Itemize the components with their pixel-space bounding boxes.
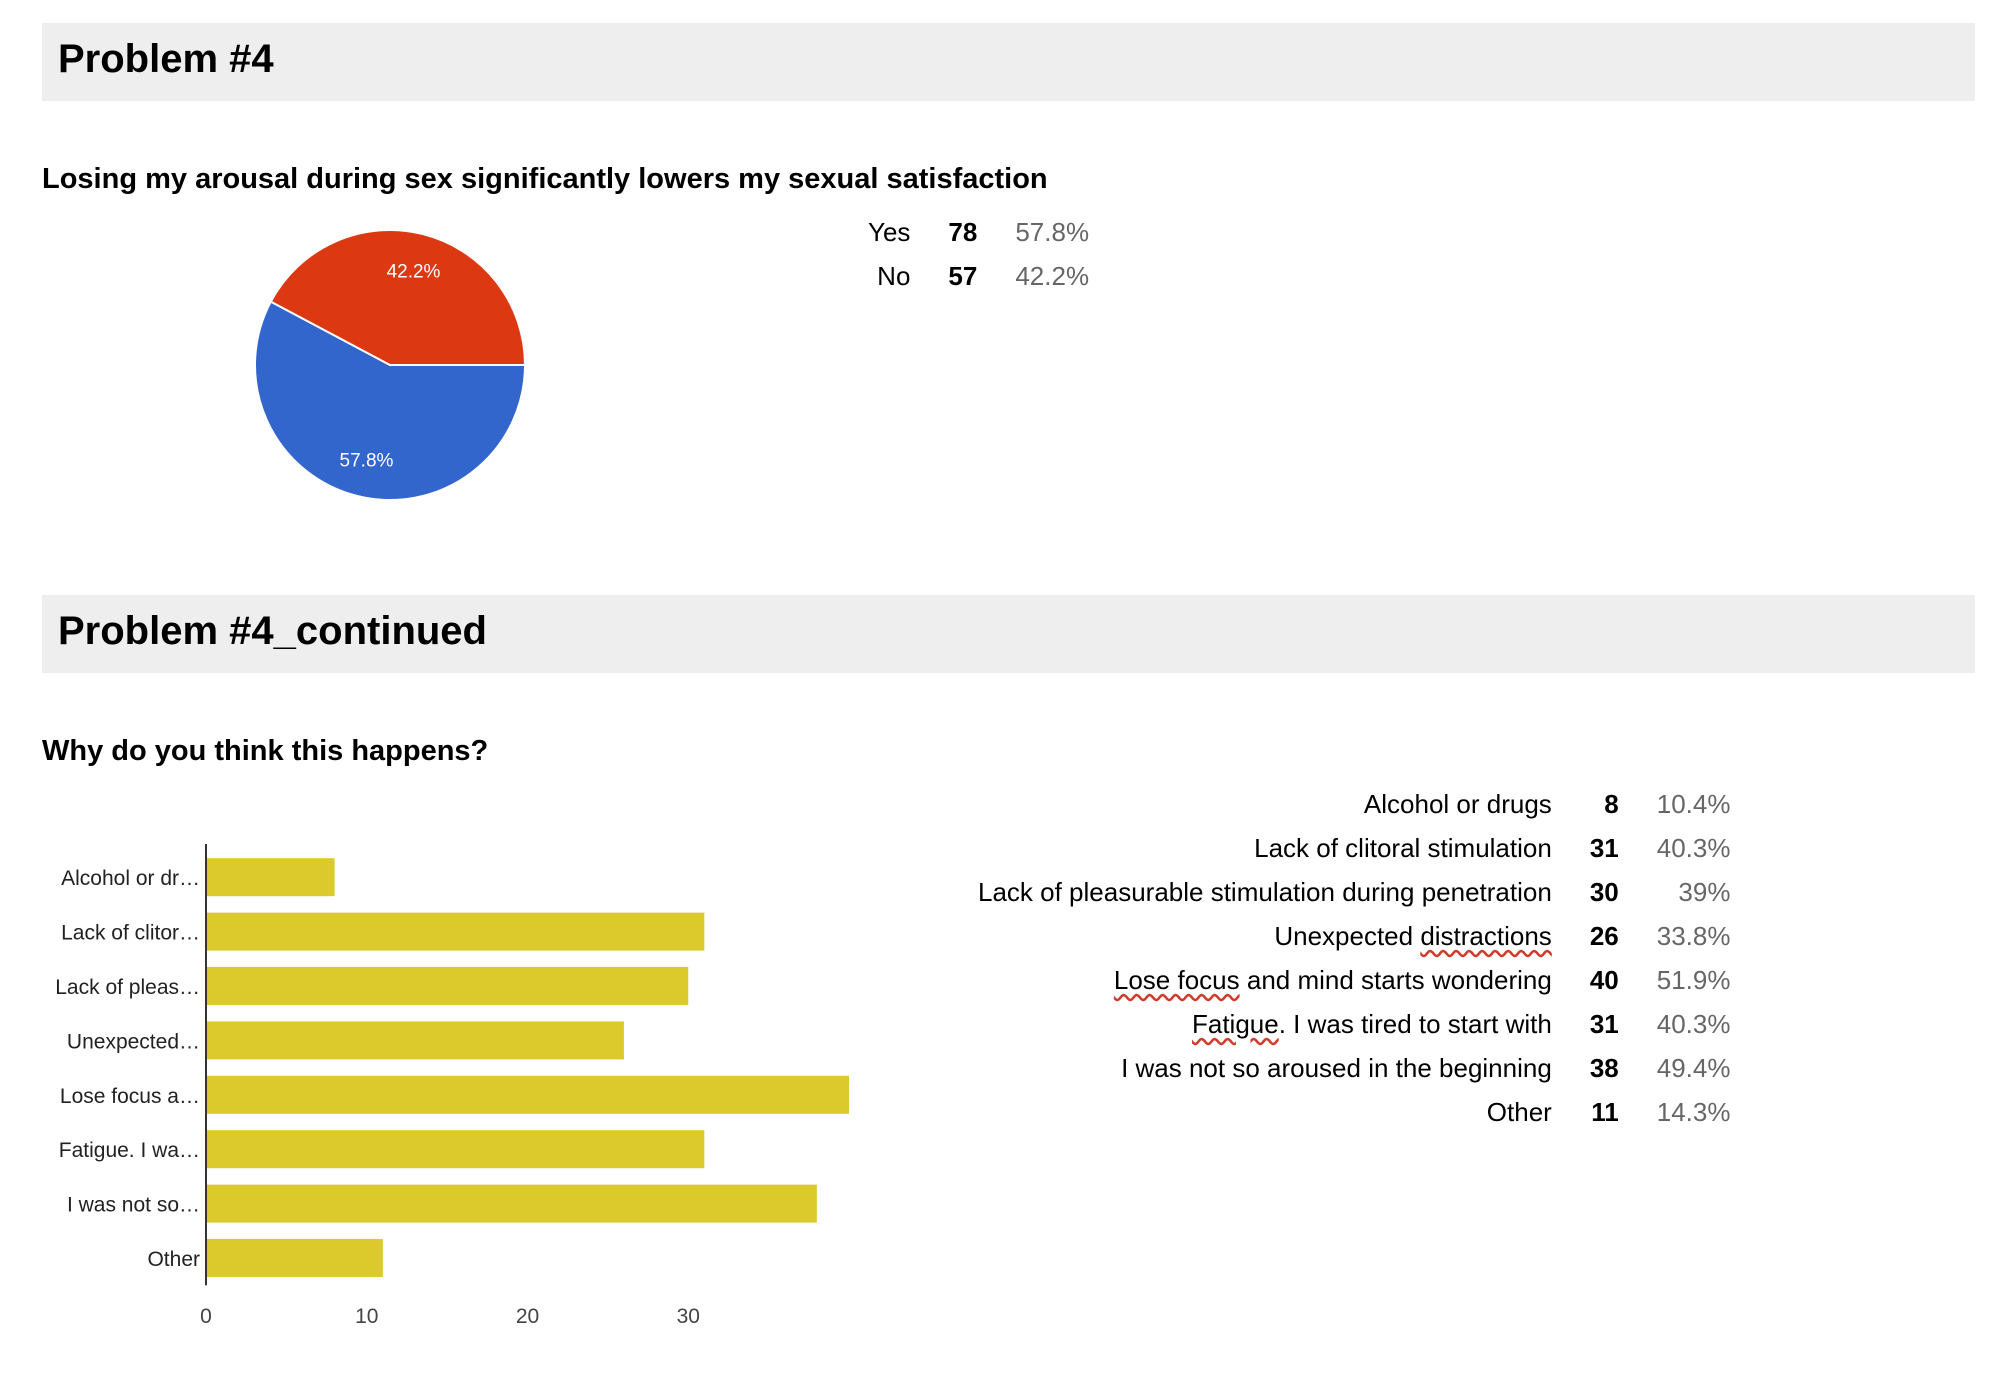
- summary-percent: 40.3%: [1656, 832, 1731, 863]
- summary-percent: 33.8%: [1656, 920, 1731, 951]
- summary-label: Lack of pleasurable stimulation during p…: [978, 876, 1552, 907]
- summary-percent: 39%: [1678, 876, 1731, 907]
- summary-label: Fatigue. I was tired to start with: [1191, 1008, 1552, 1039]
- summary-percent: 10.4%: [1656, 788, 1731, 819]
- category-label: Other: [147, 1248, 200, 1271]
- summary-row: Lack of pleasurable stimulation during p…: [978, 870, 1730, 914]
- bar-7: [206, 1239, 383, 1277]
- category-label: I was not so…: [67, 1194, 200, 1217]
- summary-label: Yes: [868, 216, 911, 247]
- summary-label: Lack of clitoral stimulation: [1254, 832, 1552, 863]
- category-label: Alcohol or dr…: [61, 867, 200, 890]
- summary-percent: 14.3%: [1656, 1096, 1731, 1127]
- summary-count: 31: [1589, 832, 1619, 863]
- pie-slice-no: [269, 229, 527, 366]
- summary-count: 11: [1591, 1096, 1619, 1127]
- bar-1: [206, 912, 705, 951]
- bar-2: [206, 967, 689, 1005]
- pie-slice-label: 57.8%: [340, 450, 394, 471]
- section-title: Problem #4: [58, 37, 274, 81]
- pie-slice-yes: [254, 300, 527, 501]
- summary-count: 31: [1589, 1008, 1619, 1039]
- summary-label: Lose focus and mind starts wondering: [1113, 964, 1552, 995]
- summary-count: 30: [1589, 876, 1619, 907]
- pie-chart: 57.8% 42.2%: [254, 229, 527, 501]
- summary-label: I was not so aroused in the beginning: [1121, 1052, 1552, 1083]
- summary-label: Alcohol or drugs: [1363, 788, 1552, 819]
- x-tick-label: 0: [200, 1305, 212, 1328]
- summary-row: Yes 78 57.8%: [868, 210, 1089, 254]
- category-label: Lose focus a…: [60, 1085, 200, 1108]
- x-tick-label: 20: [516, 1305, 539, 1328]
- pie-slice-label: 42.2%: [387, 262, 441, 283]
- summary-row: No 57 42.2%: [868, 254, 1089, 298]
- question-title: Why do you think this happens?: [42, 735, 489, 767]
- summary-percent: 42.2%: [1015, 260, 1090, 291]
- section-title: Problem #4_continued: [58, 609, 487, 653]
- summary-row: Other 11 14.3%: [978, 1090, 1731, 1134]
- summary-label: No: [877, 260, 911, 291]
- summary-label: Unexpected distractions: [1274, 920, 1552, 951]
- summary-percent: 40.3%: [1656, 1008, 1731, 1039]
- summary-percent: 57.8%: [1015, 216, 1090, 247]
- summary-table-2: Alcohol or drugs 8 10.4% Lack of clitoral s…: [978, 782, 1730, 1134]
- summary-percent: 51.9%: [1656, 964, 1731, 995]
- summary-count: 26: [1589, 920, 1619, 951]
- category-label: Lack of pleas…: [55, 976, 200, 999]
- bar-6: [206, 1184, 817, 1223]
- summary-row: Fatigue. I was tired to start with 31 40.3…: [978, 1002, 1730, 1046]
- category-label: Unexpected…: [67, 1030, 200, 1053]
- category-label: Fatigue. I wa…: [59, 1139, 200, 1162]
- summary-count: 78: [948, 216, 978, 247]
- summary-table-1: Yes 78 57.8% No 57 42.2%: [868, 210, 1089, 298]
- summary-row: Alcohol or drugs 8 10.4%: [978, 782, 1731, 826]
- bar-chart: Alcohol or dr… Lack of clitor… Lack of ple…: [55, 844, 849, 1328]
- summary-count: 40: [1589, 964, 1619, 995]
- question-title: Losing my arousal during sex significant…: [42, 163, 1048, 195]
- summary-row: I was not so aroused in the beginning 38 4…: [978, 1046, 1730, 1090]
- x-tick-label: 30: [677, 1305, 700, 1328]
- bar-3: [206, 1021, 624, 1060]
- bar-4: [206, 1075, 849, 1114]
- summary-row: Unexpected distractions 26 33.8%: [978, 914, 1730, 958]
- section-header-problem-4: Problem #4: [42, 23, 1975, 101]
- summary-count: 57: [948, 260, 978, 291]
- summary-label: Other: [1486, 1096, 1552, 1127]
- category-label: Lack of clitor…: [61, 922, 200, 945]
- bar-0: [206, 858, 335, 897]
- summary-count: 8: [1604, 788, 1619, 819]
- summary-count: 38: [1589, 1052, 1619, 1083]
- section-header-problem-4-continued: Problem #4_continued: [42, 595, 1975, 673]
- bar-5: [206, 1130, 705, 1169]
- summary-row: Lose focus and mind starts wondering 40 51…: [978, 958, 1731, 1002]
- summary-row: Lack of clitoral stimulation 31 40.3%: [978, 826, 1730, 870]
- x-tick-label: 10: [355, 1305, 378, 1328]
- summary-percent: 49.4%: [1656, 1052, 1731, 1083]
